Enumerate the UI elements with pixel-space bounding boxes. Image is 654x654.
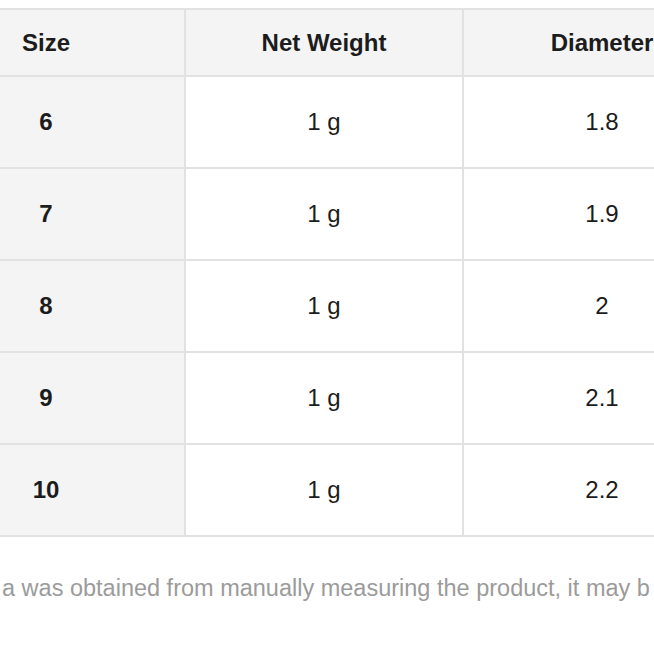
table-row: 6 1 g 1.8 xyxy=(0,76,654,168)
net-weight-cell: 1 g xyxy=(185,352,463,444)
size-cell: 10 xyxy=(0,444,185,536)
size-chart-table-wrap: Size Net Weight Diameter 6 1 g 1.8 7 1 g… xyxy=(0,8,654,537)
size-chart-table: Size Net Weight Diameter 6 1 g 1.8 7 1 g… xyxy=(0,8,654,537)
header-cell-size: Size xyxy=(0,9,185,76)
net-weight-cell: 1 g xyxy=(185,260,463,352)
product-size-chart-view: Size Net Weight Diameter 6 1 g 1.8 7 1 g… xyxy=(0,0,654,654)
size-cell: 9 xyxy=(0,352,185,444)
measurement-disclaimer-text: a was obtained from manually measuring t… xyxy=(2,574,650,602)
size-cell: 6 xyxy=(0,76,185,168)
table-row: 9 1 g 2.1 xyxy=(0,352,654,444)
table-row: 8 1 g 2 xyxy=(0,260,654,352)
diameter-cell: 1.8 xyxy=(463,76,654,168)
net-weight-cell: 1 g xyxy=(185,76,463,168)
diameter-cell: 2.1 xyxy=(463,352,654,444)
diameter-cell: 2.2 xyxy=(463,444,654,536)
net-weight-cell: 1 g xyxy=(185,168,463,260)
diameter-cell: 1.9 xyxy=(463,168,654,260)
header-cell-net-weight: Net Weight xyxy=(185,9,463,76)
size-cell: 7 xyxy=(0,168,185,260)
size-cell: 8 xyxy=(0,260,185,352)
diameter-cell: 2 xyxy=(463,260,654,352)
table-row: 10 1 g 2.2 xyxy=(0,444,654,536)
net-weight-cell: 1 g xyxy=(185,444,463,536)
header-row: Size Net Weight Diameter xyxy=(0,9,654,76)
header-cell-diameter: Diameter xyxy=(463,9,654,76)
table-row: 7 1 g 1.9 xyxy=(0,168,654,260)
